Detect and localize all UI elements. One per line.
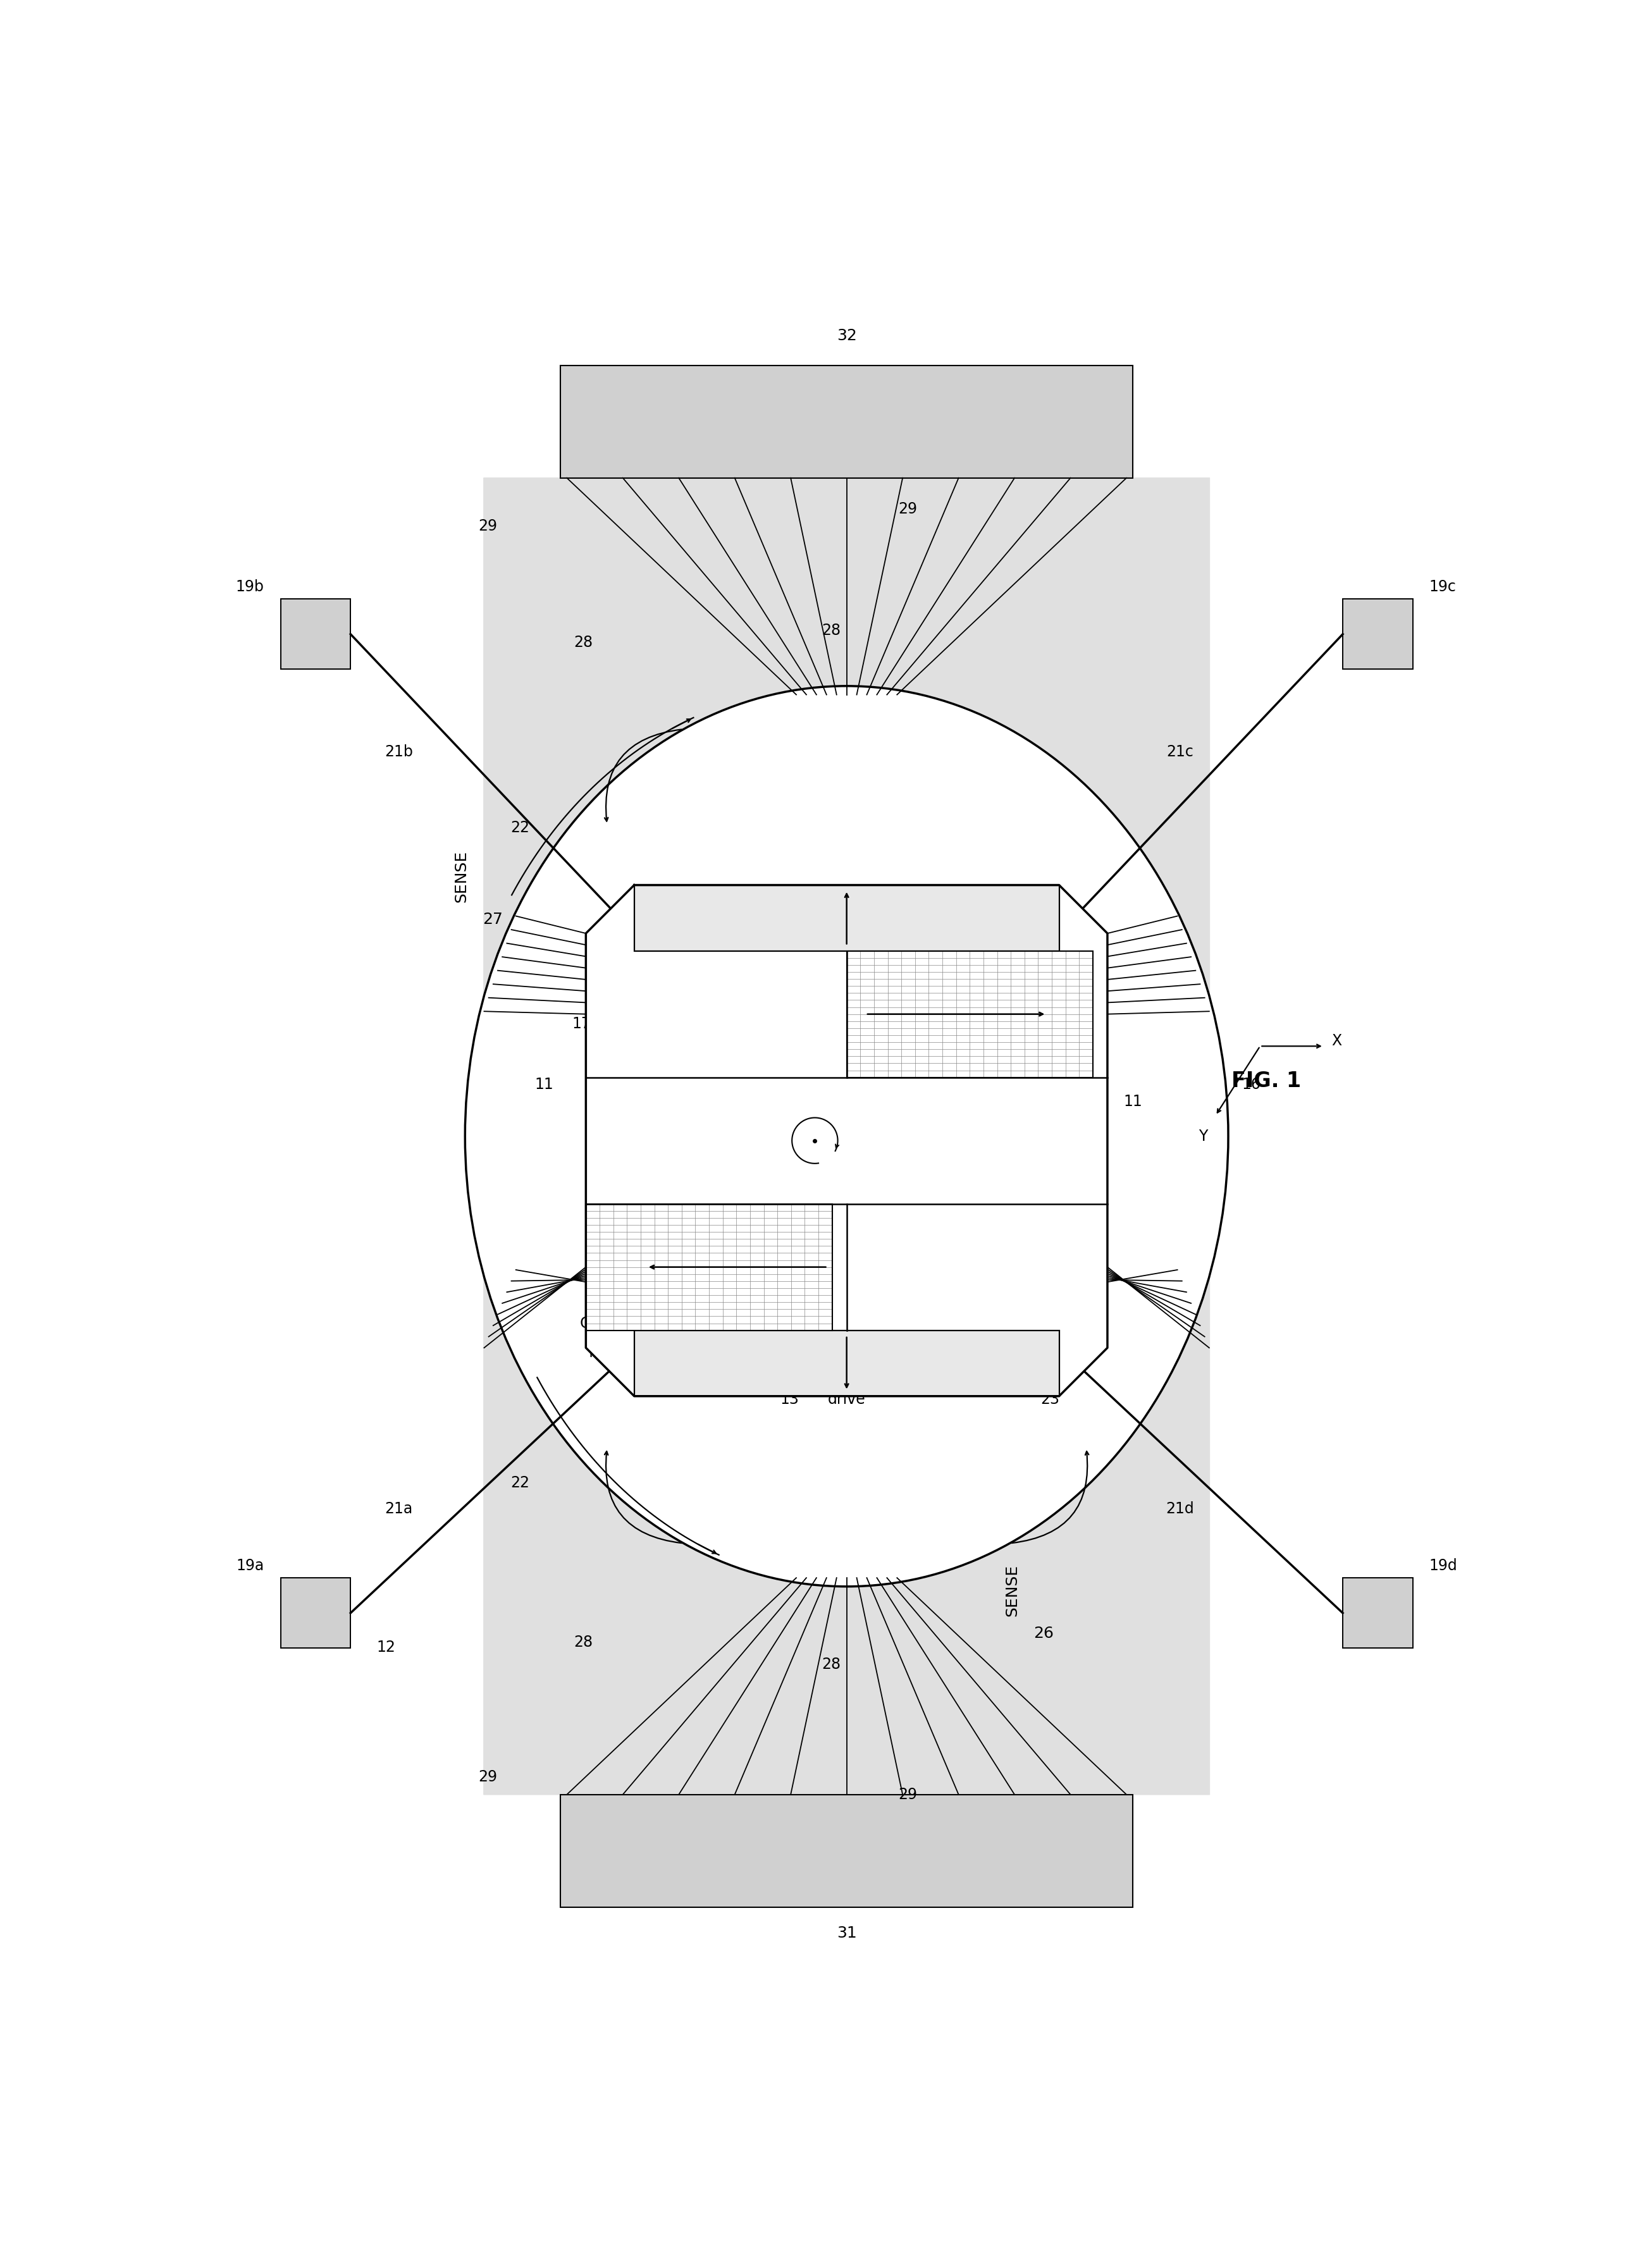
Bar — [634, 884, 1059, 952]
Text: SENSE: SENSE — [1004, 1564, 1019, 1616]
Text: X: X — [1332, 1033, 1341, 1048]
Bar — [1343, 1577, 1412, 1647]
Polygon shape — [484, 1276, 1209, 1796]
Polygon shape — [586, 884, 1107, 1395]
Bar — [1343, 598, 1412, 668]
Text: 19c: 19c — [1429, 580, 1457, 594]
Text: 19d: 19d — [1429, 1559, 1457, 1573]
Text: 12: 12 — [377, 1640, 395, 1656]
Bar — [586, 1204, 833, 1330]
Text: FIG. 1: FIG. 1 — [1232, 1071, 1302, 1091]
Text: 11: 11 — [535, 1078, 553, 1091]
Text: Coriolis: Coriolis — [1037, 970, 1094, 986]
Text: 23: 23 — [1041, 1393, 1059, 1406]
Text: Mass 2: Mass 2 — [639, 952, 692, 967]
Text: 21a: 21a — [385, 1501, 413, 1516]
Polygon shape — [484, 477, 1209, 997]
Text: 17: 17 — [595, 1136, 615, 1152]
Text: 17f: 17f — [927, 1060, 950, 1076]
Text: force: force — [588, 1345, 626, 1361]
Bar — [560, 365, 1133, 477]
Text: 17c: 17c — [1077, 1051, 1105, 1066]
Bar — [281, 1577, 350, 1647]
Text: force: force — [1047, 999, 1084, 1015]
Text: 21d: 21d — [1166, 1501, 1194, 1516]
Text: 28: 28 — [821, 623, 841, 639]
Text: drive: drive — [828, 907, 866, 922]
Text: 11: 11 — [729, 1136, 748, 1152]
Bar — [586, 1204, 833, 1330]
Text: 17d: 17d — [985, 1350, 1013, 1366]
Text: 19a: 19a — [236, 1559, 264, 1573]
Bar — [634, 1330, 1059, 1395]
Text: 21c: 21c — [1166, 745, 1193, 758]
Text: 28: 28 — [821, 1656, 841, 1672]
Text: drive: drive — [828, 1393, 866, 1406]
Text: 17b: 17b — [591, 929, 620, 945]
Text: Coriolis: Coriolis — [580, 1316, 634, 1332]
Text: 26: 26 — [1034, 1627, 1054, 1640]
Text: 28: 28 — [573, 634, 593, 650]
Text: 29: 29 — [479, 1771, 497, 1784]
Text: SENSE: SENSE — [454, 850, 469, 902]
Text: 27: 27 — [482, 911, 504, 927]
Text: 32: 32 — [836, 328, 857, 344]
Text: 13: 13 — [780, 1393, 800, 1406]
Text: 28: 28 — [573, 1633, 593, 1649]
Text: 31: 31 — [836, 1926, 857, 1942]
Text: 29: 29 — [899, 502, 917, 518]
Text: 11: 11 — [1123, 1094, 1142, 1109]
Bar — [560, 1796, 1133, 1908]
Text: Y: Y — [1198, 1130, 1208, 1143]
Text: 14: 14 — [634, 907, 653, 922]
Text: 22: 22 — [510, 1476, 529, 1490]
Bar — [281, 598, 350, 668]
Text: 17e: 17e — [1013, 1143, 1041, 1159]
Text: 29: 29 — [479, 520, 497, 533]
Bar — [846, 952, 1094, 1078]
Text: Z: Z — [867, 1136, 877, 1152]
Text: 21b: 21b — [385, 745, 413, 758]
Bar — [846, 952, 1094, 1078]
Text: 23: 23 — [1041, 907, 1059, 922]
Text: 22: 22 — [510, 821, 529, 835]
Text: 29: 29 — [899, 1786, 917, 1802]
Text: 17a: 17a — [572, 1017, 600, 1030]
Text: Mass 1: Mass 1 — [935, 1325, 986, 1341]
Text: 16: 16 — [1242, 1078, 1260, 1091]
Text: 19b: 19b — [236, 580, 264, 594]
